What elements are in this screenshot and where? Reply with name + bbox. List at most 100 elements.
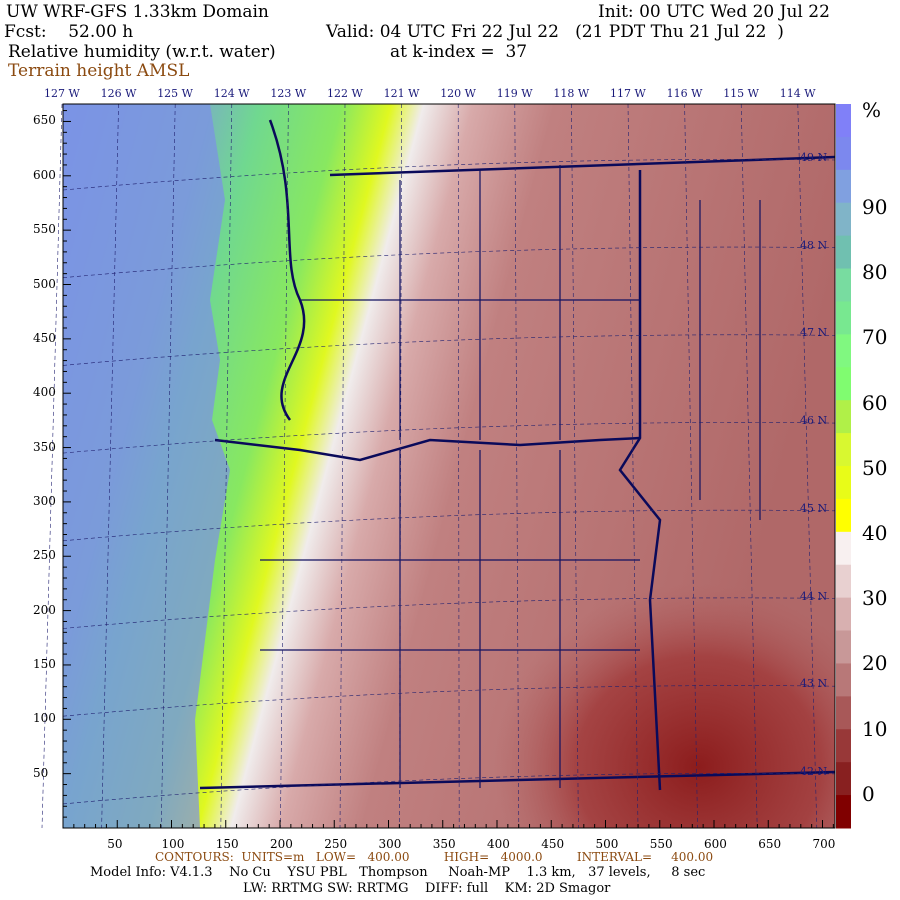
colorbar-swatch [836,202,851,237]
colorbar-swatch [836,597,851,632]
meridian [101,103,119,829]
colorbar-swatch [836,136,851,171]
meridian [399,103,402,829]
colorbar-swatch [836,301,851,335]
y-tick-label: 600 [33,167,56,182]
parallel [62,772,836,805]
parallel [62,246,836,278]
model-info: Model Info: V4.1.3 No Cu YSU PBL Thompso… [90,865,706,880]
colorbar-swatch [836,433,851,467]
map-title: UW WRF-GFS 1.33km Domain [6,2,269,22]
contours-info: CONTOURS: UNITS=m LOW= 400.00 HIGH= 4000… [155,850,714,864]
longitude-label: 121 W [383,87,420,100]
latitude-label: 42 N [800,764,828,778]
x-tick-label: 150 [215,837,239,851]
y-tick-label: 450 [33,330,56,345]
parallel [62,159,836,191]
y-tick-label: 650 [33,113,56,128]
latitude-label: 43 N [800,677,828,691]
x-tick-label: 500 [595,837,619,851]
field-name: Relative humidity (w.r.t. water) [8,42,276,62]
colorbar-swatch [836,663,851,697]
longitude-label: 120 W [440,87,476,100]
longitude-label: 115 W [723,87,759,100]
valid-time: Valid: 04 UTC Fri 22 Jul 22 (21 PDT Thu … [326,22,784,42]
colorbar-label: 70 [862,325,888,350]
x-tick-label: 50 [107,837,123,851]
longitude-label: 114 W [779,87,816,100]
meridian [627,103,639,829]
longitude-label: 127 W [44,87,80,100]
ocean [63,104,230,828]
colorbar-swatch [836,268,851,302]
x-tick-label: 200 [270,837,293,851]
meridian [220,103,233,829]
overlay-name: Terrain height AMSL [8,61,190,81]
latitude-label: 46 N [800,414,828,428]
parallel [62,422,836,454]
meridian [160,103,176,829]
state-boundaries [199,119,836,791]
longitude-label: 124 W [213,87,250,100]
colorbar-swatch [836,564,851,599]
latitude-label: 47 N [800,326,828,340]
colorbar-label: 10 [862,716,888,741]
longitude-label: 119 W [496,87,533,100]
colorbar-swatch [836,762,851,796]
latitude-label: 49 N [800,151,828,164]
x-tick-label: 250 [324,837,348,851]
parallel [62,685,836,717]
colorbar-swatch [836,334,851,368]
longitude-label: 122 W [327,87,363,100]
colorbar-label: 80 [862,260,888,285]
y-tick-label: 500 [33,276,56,291]
colorbar [836,104,851,829]
meridian [41,103,63,829]
colorbar-swatch [836,531,851,566]
colorbar-label: 0 [862,781,875,806]
parallel [62,597,836,629]
y-tick-label: 550 [33,222,56,237]
latitude-label: 44 N [800,589,828,603]
latitude-label: 48 N [800,238,828,252]
colorbar-swatch [836,729,851,763]
county-boundaries [260,165,761,788]
parallel [62,509,836,542]
forecast-hour: Fcst: 52.00 h [4,22,134,42]
x-tick-label: 550 [649,837,673,851]
longitude-label: 125 W [157,87,193,100]
longitude-label: 123 W [270,87,307,100]
colorbar-swatch [836,400,851,434]
colorbar-swatch [836,795,851,829]
colorbar-swatch [836,235,851,270]
longitude-label: 118 W [553,87,590,100]
meridian [797,103,818,829]
x-tick-label: 700 [812,837,836,851]
y-tick-label: 300 [33,493,56,508]
longitude-label: 117 W [610,87,646,100]
colorbar-unit: % [862,98,882,122]
colorbar-swatch [836,466,851,500]
x-axis-ticks [62,110,834,829]
x-tick-label: 450 [541,837,565,851]
latitude-label: 45 N [800,501,828,515]
y-tick-label: 200 [33,602,56,617]
colorbar-label: 40 [862,521,888,545]
parallel [62,334,836,366]
meridian [740,103,758,829]
colorbar-label: 20 [862,651,888,676]
meridian [514,103,520,829]
longitude-label: 116 W [666,87,703,100]
model-info-physics: LW: RRTMG SW: RRTMG DIFF: full KM: 2D Sm… [243,881,611,896]
colorbar-label: 90 [862,195,888,219]
y-tick-label: 150 [33,656,56,671]
colorbar-label: 30 [862,586,888,611]
colorbar-swatch [836,169,851,204]
colorbar-swatch [836,367,851,401]
y-tick-label: 50 [33,765,49,780]
colorbar-swatch [836,498,851,533]
meridian [571,103,579,829]
x-tick-label: 100 [161,837,185,851]
meridian [280,103,289,829]
